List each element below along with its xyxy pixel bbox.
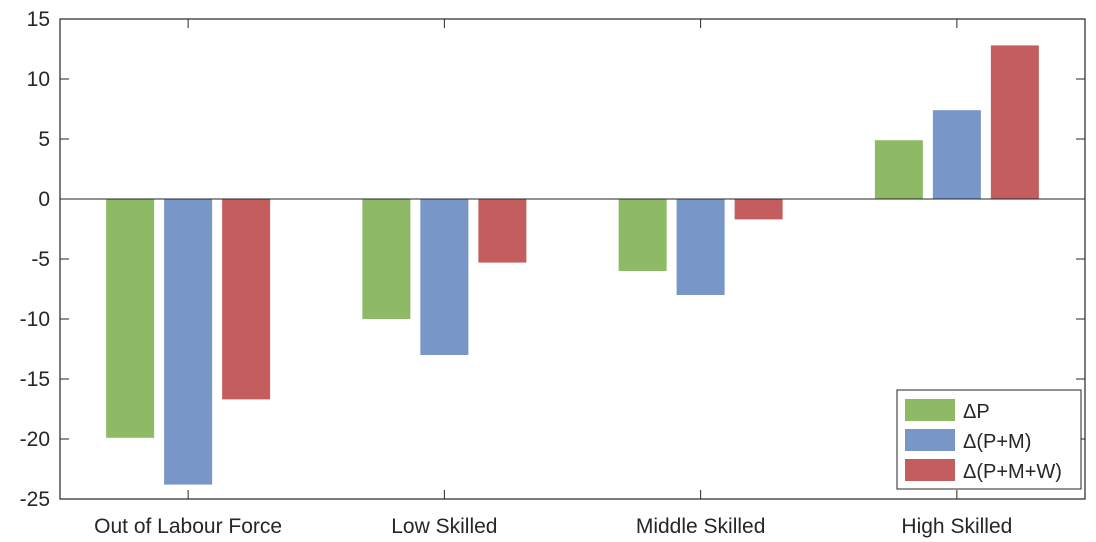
legend-label: Δ(P+M+W) (963, 461, 1062, 483)
legend-swatch (905, 399, 955, 421)
y-tick-label: 0 (38, 188, 50, 211)
x-tick-label: Middle Skilled (636, 515, 766, 538)
bar (362, 199, 411, 319)
legend-swatch (905, 459, 955, 481)
y-tick-label: 10 (27, 68, 50, 91)
bar (478, 199, 527, 263)
x-axis: Out of Labour Force Low Skilled Middle Ski… (94, 19, 1012, 538)
y-tick-label: -15 (20, 368, 50, 391)
legend: ΔP Δ(P+M) Δ(P+M+W) (896, 389, 1082, 490)
bar (874, 140, 923, 199)
bar (106, 199, 155, 438)
bar (420, 199, 469, 355)
x-tick-label: Low Skilled (391, 515, 497, 538)
y-tick-label: 15 (27, 8, 50, 31)
x-tick-label: High Skilled (901, 515, 1012, 538)
legend-label: ΔP (963, 401, 990, 423)
x-tick-label: Out of Labour Force (94, 515, 282, 538)
bar (222, 199, 271, 400)
y-tick-label: -25 (20, 488, 50, 511)
bar (618, 199, 667, 271)
bar (990, 45, 1039, 200)
bar (932, 110, 981, 199)
y-tick-label: -5 (31, 248, 50, 271)
bar (164, 199, 213, 485)
legend-label: Δ(P+M) (963, 431, 1031, 453)
y-tick-label: -10 (20, 308, 50, 331)
y-axis: 15 10 5 0 -5 -10 -15 -20 -25 (20, 8, 1085, 511)
y-tick-label: 5 (38, 128, 50, 151)
bars-group (106, 45, 1039, 485)
legend-swatch (905, 429, 955, 451)
bar (734, 199, 783, 220)
bar (676, 199, 725, 295)
y-tick-label: -20 (20, 428, 50, 451)
